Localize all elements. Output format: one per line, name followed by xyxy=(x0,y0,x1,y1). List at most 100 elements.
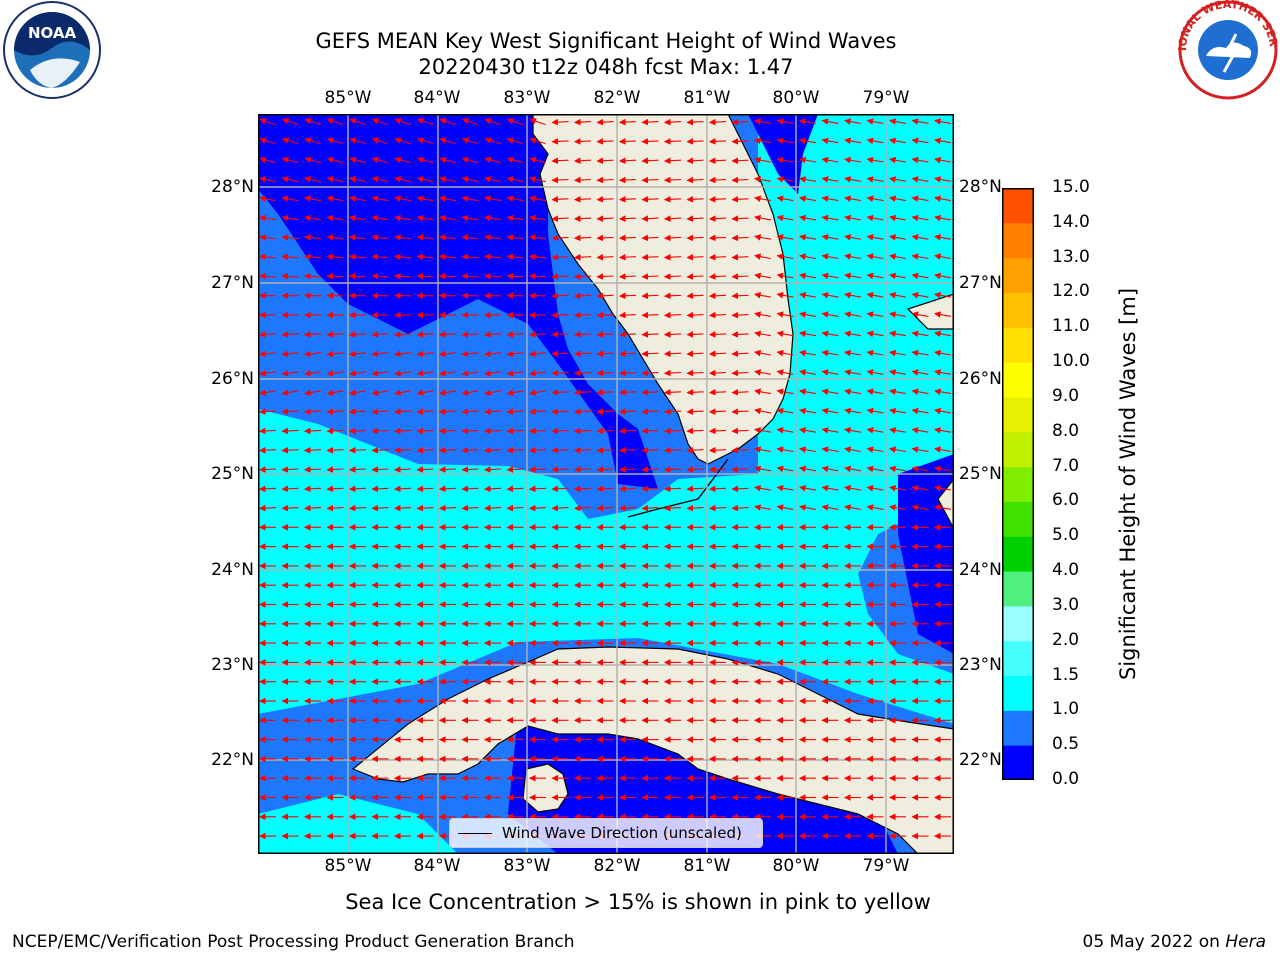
wave-direction-arrow xyxy=(259,137,276,145)
wave-direction-arrow xyxy=(506,214,524,222)
wave-direction-arrow xyxy=(394,195,412,202)
bahamas-land xyxy=(906,293,954,330)
wave-direction-arrow xyxy=(708,157,727,165)
colorbar-tick-label: 13.0 xyxy=(1052,246,1090,267)
wave-direction-arrow xyxy=(416,466,434,473)
wave-direction-arrow xyxy=(438,331,457,338)
wave-direction-arrow xyxy=(799,176,816,183)
wave-direction-arrow xyxy=(506,446,524,454)
florida-keys xyxy=(627,458,729,518)
wave-direction-arrow xyxy=(529,234,546,241)
wave-direction-arrow xyxy=(416,504,434,512)
colorbar-band xyxy=(1002,536,1034,572)
wave-direction-arrow xyxy=(934,118,951,125)
wave-direction-arrow xyxy=(776,176,794,183)
wave-direction-arrow xyxy=(641,273,659,280)
wave-direction-arrow xyxy=(686,485,704,493)
wave-direction-arrow xyxy=(776,195,794,203)
lat-label-right: 27°N xyxy=(959,273,1002,293)
wave-direction-arrow xyxy=(506,156,524,164)
wave-direction-arrow xyxy=(776,388,794,396)
wave-direction-arrow xyxy=(573,311,592,319)
wave-direction-arrow xyxy=(686,446,704,454)
wave-direction-arrow xyxy=(844,156,861,164)
wave-direction-arrow xyxy=(348,485,367,493)
wave-direction-arrow xyxy=(889,330,906,338)
wave-direction-arrow xyxy=(371,369,389,377)
wave-direction-arrow xyxy=(754,388,771,396)
wave-direction-arrow xyxy=(394,214,411,222)
wave-direction-arrow xyxy=(506,369,524,377)
wave-direction-arrow xyxy=(349,176,366,183)
wave-direction-arrow xyxy=(551,446,569,454)
wave-direction-arrow xyxy=(911,407,929,415)
wave-direction-arrow xyxy=(889,388,906,396)
wave-direction-arrow xyxy=(483,331,502,338)
wave-direction-arrow xyxy=(528,253,547,261)
wave-direction-arrow xyxy=(259,369,276,377)
wave-direction-arrow xyxy=(596,311,614,319)
wave-direction-arrow xyxy=(326,137,344,145)
wave-direction-arrow xyxy=(934,292,951,299)
wave-direction-arrow xyxy=(483,253,502,261)
wave-direction-arrow xyxy=(439,176,456,183)
wave-direction-arrow xyxy=(303,350,322,358)
wave-direction-arrow xyxy=(708,196,727,203)
wave-direction-arrow xyxy=(528,427,547,435)
wave-direction-arrow xyxy=(754,234,771,241)
wave-direction-arrow xyxy=(866,485,884,492)
lon-label-bottom: 80°W xyxy=(772,856,820,876)
wave-direction-arrow xyxy=(529,195,547,202)
wave-direction-arrow xyxy=(821,465,839,473)
wave-direction-arrow xyxy=(371,214,389,222)
wave-direction-arrow xyxy=(663,504,682,512)
wave-direction-arrow xyxy=(821,485,839,492)
noaa-logo: NOAA xyxy=(3,1,101,99)
wave-direction-arrow xyxy=(281,272,299,280)
wave-direction-arrow xyxy=(776,504,794,511)
wave-direction-arrow xyxy=(731,157,749,165)
wave-direction-arrow xyxy=(799,311,816,318)
wave-direction-arrow xyxy=(776,446,794,453)
wave-direction-arrow xyxy=(551,118,569,126)
wave-direction-arrow xyxy=(483,408,502,415)
wave-direction-arrow xyxy=(641,118,659,126)
chart-subtitle: 20220430 t12z 048h fcst Max: 1.47 xyxy=(418,55,794,79)
wave-direction-arrow xyxy=(776,485,794,492)
wave-direction-arrow xyxy=(483,504,502,512)
wave-direction-arrow xyxy=(416,350,434,358)
wave-direction-arrow xyxy=(349,156,366,164)
lon-label-bottom: 81°W xyxy=(683,856,731,876)
wave-direction-arrow xyxy=(776,234,794,241)
wave-direction-arrow xyxy=(754,349,771,357)
wave-direction-arrow xyxy=(573,485,592,493)
wave-direction-arrow xyxy=(618,253,637,261)
wave-direction-arrow xyxy=(573,273,592,280)
wave-direction-arrow xyxy=(371,118,389,126)
wave-direction-arrow xyxy=(439,195,457,202)
wave-direction-arrow xyxy=(776,118,794,125)
wave-direction-arrow xyxy=(889,349,906,357)
wave-direction-arrow xyxy=(731,331,749,338)
wave-direction-arrow xyxy=(528,446,547,454)
wave-direction-arrow xyxy=(439,137,456,145)
wave-direction-arrow xyxy=(416,137,434,145)
wave-direction-arrow xyxy=(799,253,816,260)
wave-direction-arrow xyxy=(934,214,951,222)
wave-direction-arrow xyxy=(438,427,457,435)
wave-direction-arrow xyxy=(799,465,816,473)
wave-direction-arrow xyxy=(708,176,727,184)
wave-direction-arrow xyxy=(349,234,366,241)
wave-direction-arrow xyxy=(731,408,749,415)
wave-direction-arrow xyxy=(686,311,704,319)
footer-date-text: 05 May 2022 on xyxy=(1082,932,1220,952)
wave-direction-arrow xyxy=(731,234,749,242)
wave-direction-arrow xyxy=(754,465,771,473)
wave-direction-arrow xyxy=(844,349,861,357)
lat-label-right: 23°N xyxy=(959,655,1002,675)
wave-direction-arrow xyxy=(641,292,659,300)
wave-direction-arrow xyxy=(731,273,749,280)
wave-direction-arrow xyxy=(911,311,929,318)
wave-direction-arrow xyxy=(394,389,411,396)
lon-label-bottom: 79°W xyxy=(862,856,910,876)
